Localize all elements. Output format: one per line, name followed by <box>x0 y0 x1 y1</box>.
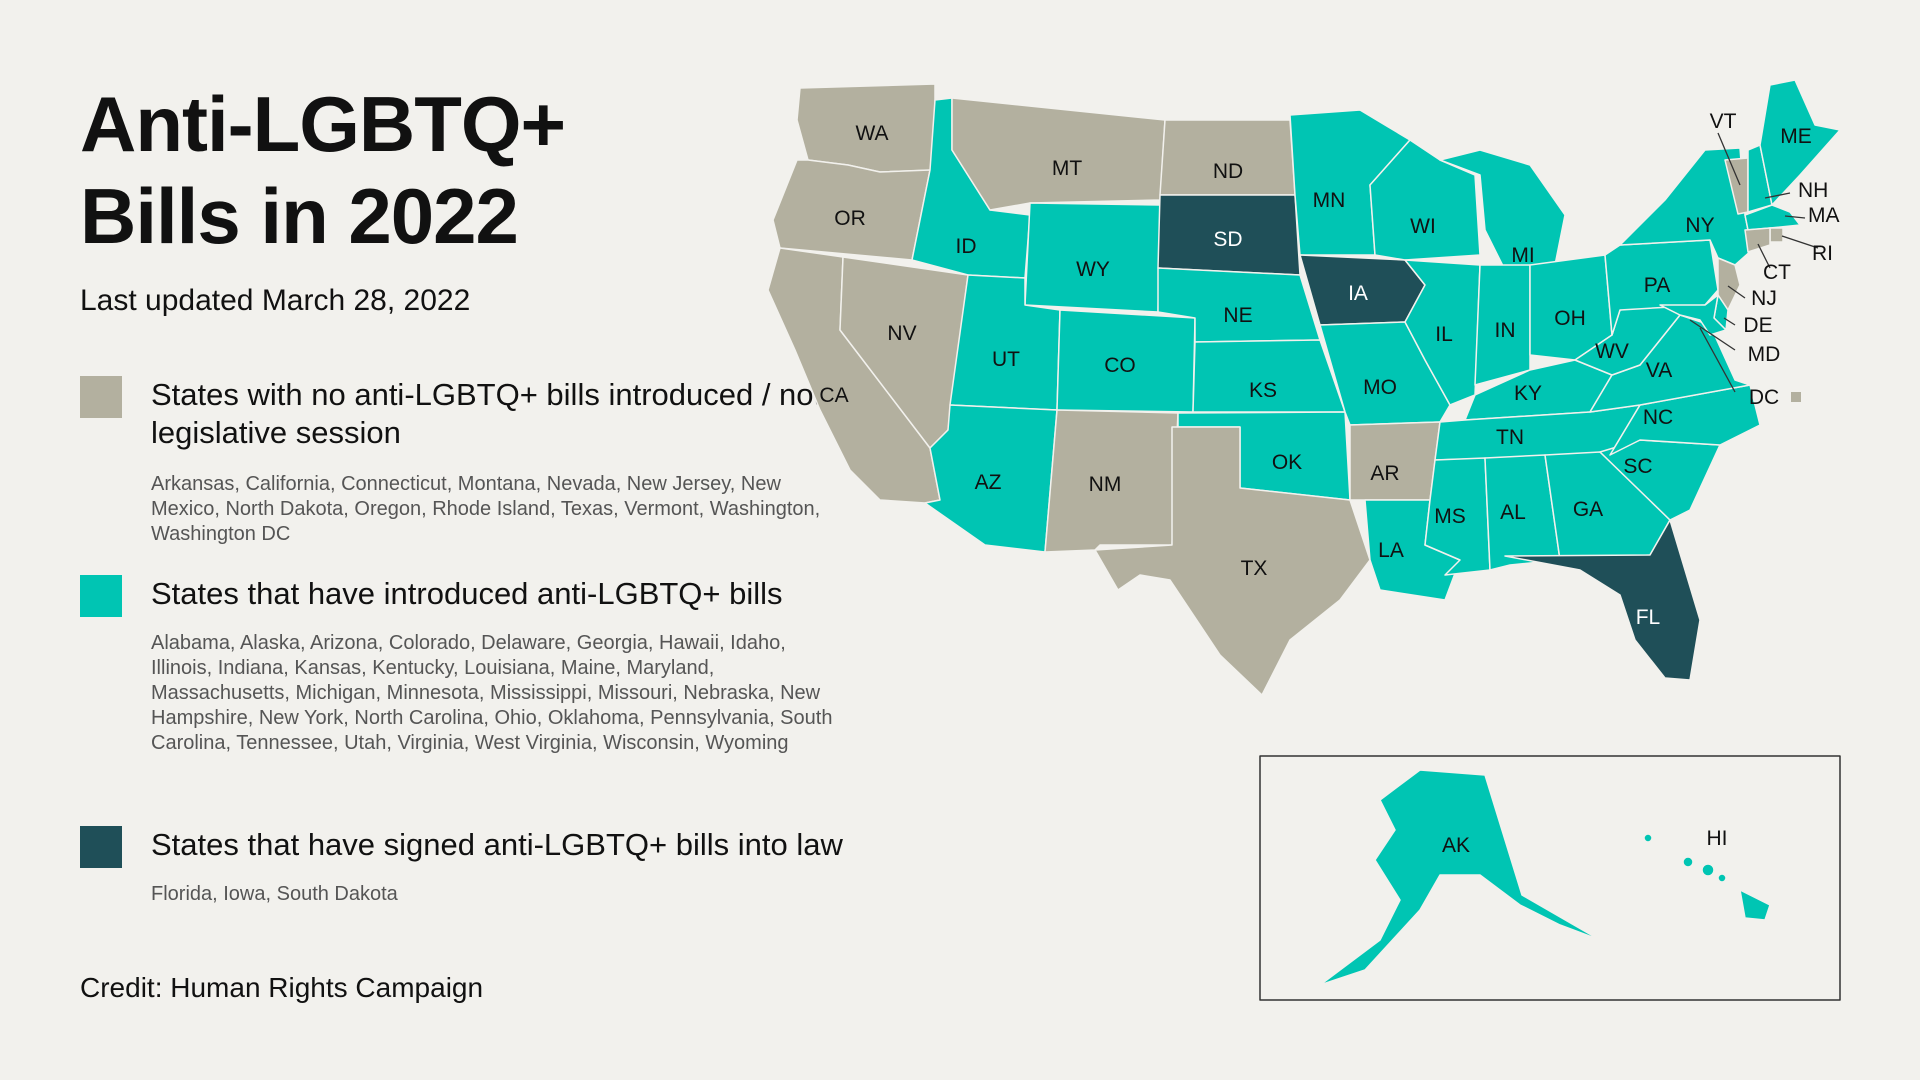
label-MN: MN <box>1313 189 1346 212</box>
state-WI <box>1369 139 1481 261</box>
label-IA: IA <box>1348 282 1368 305</box>
dc-marker <box>1791 392 1801 402</box>
label-UT: UT <box>992 348 1020 371</box>
label-WY: WY <box>1076 258 1110 281</box>
label-NJ: NJ <box>1751 287 1777 310</box>
label-VT: VT <box>1710 110 1737 133</box>
label-MD: MD <box>1748 343 1781 366</box>
state-AK <box>1319 769 1601 986</box>
label-WA: WA <box>855 122 888 145</box>
legend-states-introduced: Alabama, Alaska, Arizona, Colorado, Dela… <box>151 632 833 754</box>
state-NJ <box>1717 257 1741 311</box>
label-CT: CT <box>1763 261 1791 284</box>
label-MS: MS <box>1434 505 1466 528</box>
label-ME: ME <box>1780 125 1812 148</box>
label-VA: VA <box>1646 359 1672 382</box>
label-NH: NH <box>1798 179 1828 202</box>
label-FL: FL <box>1636 606 1661 629</box>
label-HI: HI <box>1707 827 1728 850</box>
label-AR: AR <box>1370 462 1399 485</box>
label-TN: TN <box>1496 426 1524 449</box>
label-DE: DE <box>1743 314 1772 337</box>
state-FL <box>1504 519 1701 681</box>
state-AR <box>1349 421 1441 501</box>
label-SC: SC <box>1623 455 1652 478</box>
label-GA: GA <box>1573 498 1603 521</box>
legend-swatch-none <box>80 376 122 418</box>
label-OK: OK <box>1272 451 1302 474</box>
state-MD <box>1659 294 1727 336</box>
credit: Credit: Human Rights Campaign <box>80 972 484 1003</box>
label-TX: TX <box>1241 557 1268 580</box>
legend-heading-signed: States that have signed anti-LGBTQ+ bill… <box>151 827 843 862</box>
label-IN: IN <box>1495 319 1516 342</box>
label-ND: ND <box>1213 160 1243 183</box>
state-HI-island <box>1643 833 1653 843</box>
label-KY: KY <box>1514 382 1542 405</box>
label-NM: NM <box>1089 473 1122 496</box>
label-IL: IL <box>1435 323 1453 346</box>
legend-heading-none: States with no anti-LGBTQ+ bills introdu… <box>151 377 855 450</box>
state-CT <box>1744 227 1771 253</box>
label-AK: AK <box>1442 834 1470 857</box>
legend-swatch-signed <box>80 826 122 868</box>
legend-swatch-introduced <box>80 575 122 617</box>
legend-states-none: Arkansas, California, Connecticut, Monta… <box>151 473 821 545</box>
label-NV: NV <box>887 322 916 345</box>
label-DC: DC <box>1749 386 1779 409</box>
label-AL: AL <box>1500 501 1526 524</box>
state-HI <box>1739 889 1771 921</box>
map-title: Anti-LGBTQ+ Bills in 2022 <box>80 80 566 260</box>
label-NC: NC <box>1643 406 1673 429</box>
label-OR: OR <box>834 207 866 230</box>
label-PA: PA <box>1644 274 1670 297</box>
label-AZ: AZ <box>975 471 1002 494</box>
leader-lines <box>1689 132 1819 393</box>
state-HI-island <box>1717 873 1727 883</box>
label-RI: RI <box>1812 242 1833 265</box>
label-MT: MT <box>1052 157 1082 180</box>
label-CO: CO <box>1104 354 1136 377</box>
state-RI <box>1769 227 1784 243</box>
label-CA: CA <box>819 384 848 407</box>
label-MI: MI <box>1511 244 1534 267</box>
label-WV: WV <box>1595 340 1629 363</box>
state-TX <box>1094 426 1371 696</box>
label-MO: MO <box>1363 376 1397 399</box>
state-AL <box>1484 454 1561 571</box>
label-WI: WI <box>1410 215 1436 238</box>
state-ME <box>1759 79 1841 206</box>
legend-heading-introduced: States that have introduced anti-LGBTQ+ … <box>151 576 783 611</box>
state-HI-island <box>1682 856 1694 868</box>
label-OH: OH <box>1554 307 1586 330</box>
legend-states-signed: Florida, Iowa, South Dakota <box>151 883 398 905</box>
label-SD: SD <box>1213 228 1242 251</box>
last-updated: Last updated March 28, 2022 <box>80 284 471 317</box>
label-NE: NE <box>1223 304 1252 327</box>
state-ND <box>1159 119 1296 196</box>
inset-frame <box>1259 755 1841 1001</box>
label-MA: MA <box>1808 204 1840 227</box>
state-HI-island <box>1701 863 1715 877</box>
label-KS: KS <box>1249 379 1277 402</box>
state-labels: WA OR CA NV ID MT WY UT AZ CO NM ND SD N… <box>819 110 1839 857</box>
label-ID: ID <box>956 235 977 258</box>
label-NY: NY <box>1685 214 1714 237</box>
state-MT <box>951 97 1166 211</box>
label-LA: LA <box>1378 539 1404 562</box>
